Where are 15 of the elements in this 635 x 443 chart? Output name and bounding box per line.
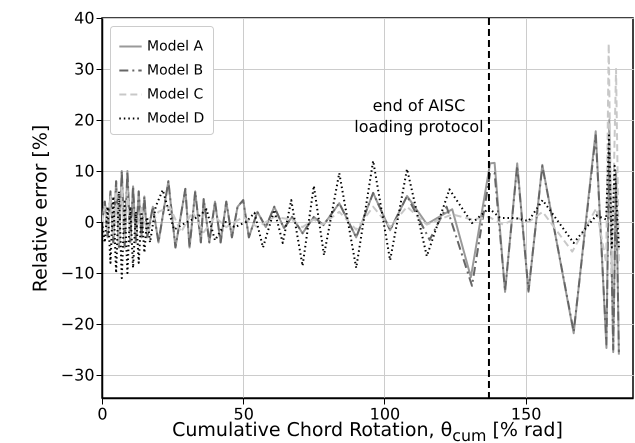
y-tick-label: 0 [84,212,94,232]
x-tick-label: 0 [97,404,108,424]
legend-label: Model C [147,86,204,102]
y-axis-title: Relative error [%] [30,124,52,292]
legend-label: Model D [147,110,204,126]
y-tick-label: 40 [74,8,94,28]
y-tick-label: 30 [74,60,94,79]
ref-line-label: end of AISC loading protocol [354,96,484,136]
y-tick-label: 20 [74,110,94,130]
y-tick-label: 10 [74,162,94,181]
y-tick-label: −30 [60,366,94,385]
legend-label: Model A [147,38,204,54]
y-tick-label: −10 [60,264,94,283]
y-tick-label: −20 [60,314,94,334]
legend-label: Model B [147,62,204,78]
